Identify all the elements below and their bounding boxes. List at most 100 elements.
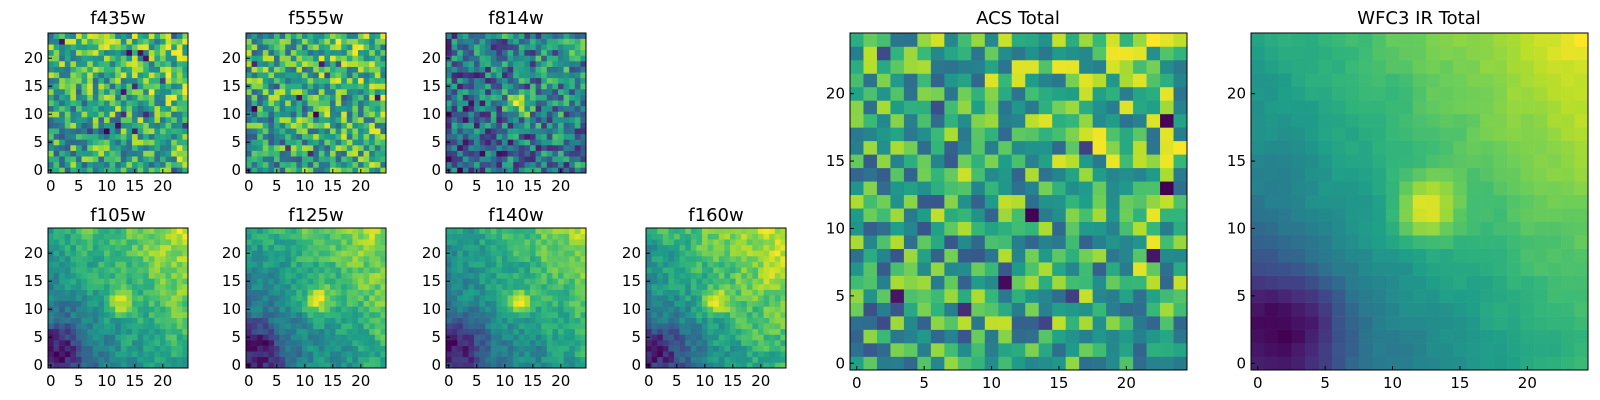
- heatmap-cell: [70, 278, 77, 285]
- heatmap-cell: [502, 139, 508, 146]
- heatmap-cell: [462, 66, 469, 73]
- heatmap-cell: [352, 122, 359, 129]
- heatmap-cell: [109, 250, 116, 257]
- heatmap-cell: [546, 83, 553, 90]
- heatmap-cell: [451, 167, 458, 174]
- heatmap-cell: [485, 139, 492, 146]
- heatmap-cell: [313, 340, 320, 346]
- heatmap-cell: [70, 272, 77, 279]
- heatmap-cell: [1052, 356, 1066, 371]
- heatmap-cell: [518, 300, 525, 307]
- heatmap-cell: [115, 49, 122, 56]
- heatmap-cell: [552, 49, 559, 56]
- heatmap-cell: [685, 356, 692, 363]
- heatmap-cell: [330, 328, 336, 335]
- heatmap-cell: [87, 77, 94, 84]
- heatmap-cell: [120, 345, 127, 352]
- heatmap-cell: [76, 94, 82, 101]
- heatmap-cell: [490, 61, 497, 67]
- heatmap-cell: [257, 362, 264, 369]
- heatmap-cell: [143, 89, 150, 95]
- heatmap-cell: [171, 340, 178, 346]
- heatmap-cell: [358, 44, 364, 51]
- heatmap-cell: [307, 261, 314, 268]
- heatmap-cell: [148, 323, 155, 330]
- heatmap-cell: [657, 323, 664, 330]
- heatmap-cell: [451, 117, 458, 123]
- heatmap-cell: [126, 150, 133, 157]
- heatmap-cell: [182, 33, 189, 39]
- heatmap-cell: [70, 139, 77, 146]
- heatmap-cell: [307, 100, 314, 107]
- heatmap-cell: [64, 167, 71, 174]
- heatmap-cell: [160, 49, 166, 56]
- heatmap-cell: [758, 317, 764, 324]
- heatmap-cell: [274, 128, 280, 135]
- heatmap-cell: [165, 312, 172, 318]
- heatmap-cell: [380, 55, 387, 62]
- heatmap-cell: [76, 44, 82, 51]
- heatmap-cell: [490, 161, 497, 168]
- heatmap-cell: [87, 122, 94, 129]
- heatmap-cell: [574, 161, 581, 168]
- heatmap-cell: [518, 111, 525, 118]
- heatmap-cell: [104, 256, 110, 262]
- heatmap-cell: [1011, 208, 1026, 223]
- heatmap-cell: [758, 250, 764, 257]
- heatmap-cell: [558, 272, 564, 279]
- heatmap-cell: [115, 100, 122, 107]
- heatmap-cell: [268, 100, 275, 107]
- heatmap-cell: [279, 239, 286, 246]
- heatmap-cell: [324, 94, 331, 101]
- heatmap-cell: [535, 317, 542, 324]
- heatmap-cell: [363, 139, 370, 146]
- heatmap-cell: [1106, 343, 1120, 357]
- heatmap-cell: [126, 139, 133, 146]
- heatmap-cell: [346, 55, 353, 62]
- heatmap-cell: [126, 278, 133, 285]
- heatmap-cell: [1025, 167, 1040, 182]
- heatmap-cell: [104, 239, 110, 246]
- heatmap-cell: [569, 300, 576, 307]
- heatmap-cell: [302, 312, 308, 318]
- heatmap-cell: [341, 38, 348, 45]
- heatmap-cell: [496, 345, 503, 352]
- heatmap-cell: [380, 256, 387, 262]
- heatmap-cell: [657, 362, 664, 369]
- heatmap-cell: [274, 340, 280, 346]
- heatmap-cell: [774, 356, 781, 363]
- heatmap-cell: [143, 312, 150, 318]
- heatmap-cell: [730, 295, 736, 302]
- x-tick-label: 10: [295, 372, 314, 390]
- heatmap-cell: [81, 150, 88, 157]
- heatmap-cell: [1173, 289, 1188, 303]
- heatmap-cell: [462, 306, 469, 313]
- heatmap-cell: [758, 312, 764, 318]
- heatmap-cell: [137, 89, 144, 95]
- heatmap-cell: [120, 328, 127, 335]
- heatmap-cell: [657, 228, 664, 234]
- heatmap-cell: [154, 239, 161, 246]
- heatmap-cell: [752, 250, 759, 257]
- heatmap-cell: [64, 317, 71, 324]
- heatmap-cell: [674, 328, 680, 335]
- heatmap-cell: [115, 89, 122, 95]
- heatmap-cell: [518, 167, 525, 174]
- heatmap-cell: [479, 77, 486, 84]
- heatmap-cell: [696, 323, 703, 330]
- heatmap-cell: [165, 317, 172, 324]
- heatmap-cell: [651, 289, 658, 296]
- heatmap-cell: [746, 328, 753, 335]
- heatmap-cell: [330, 312, 336, 318]
- heatmap-cell: [574, 250, 581, 257]
- heatmap-cell: [1146, 235, 1161, 249]
- heatmap-cell: [148, 38, 155, 45]
- heatmap-cell: [546, 61, 553, 67]
- heatmap-cell: [262, 77, 269, 84]
- heatmap-cell: [109, 83, 116, 90]
- heatmap-cell: [580, 139, 587, 146]
- heatmap-cell: [485, 256, 492, 262]
- heatmap-cell: [998, 154, 1013, 169]
- heatmap-cell: [524, 117, 531, 123]
